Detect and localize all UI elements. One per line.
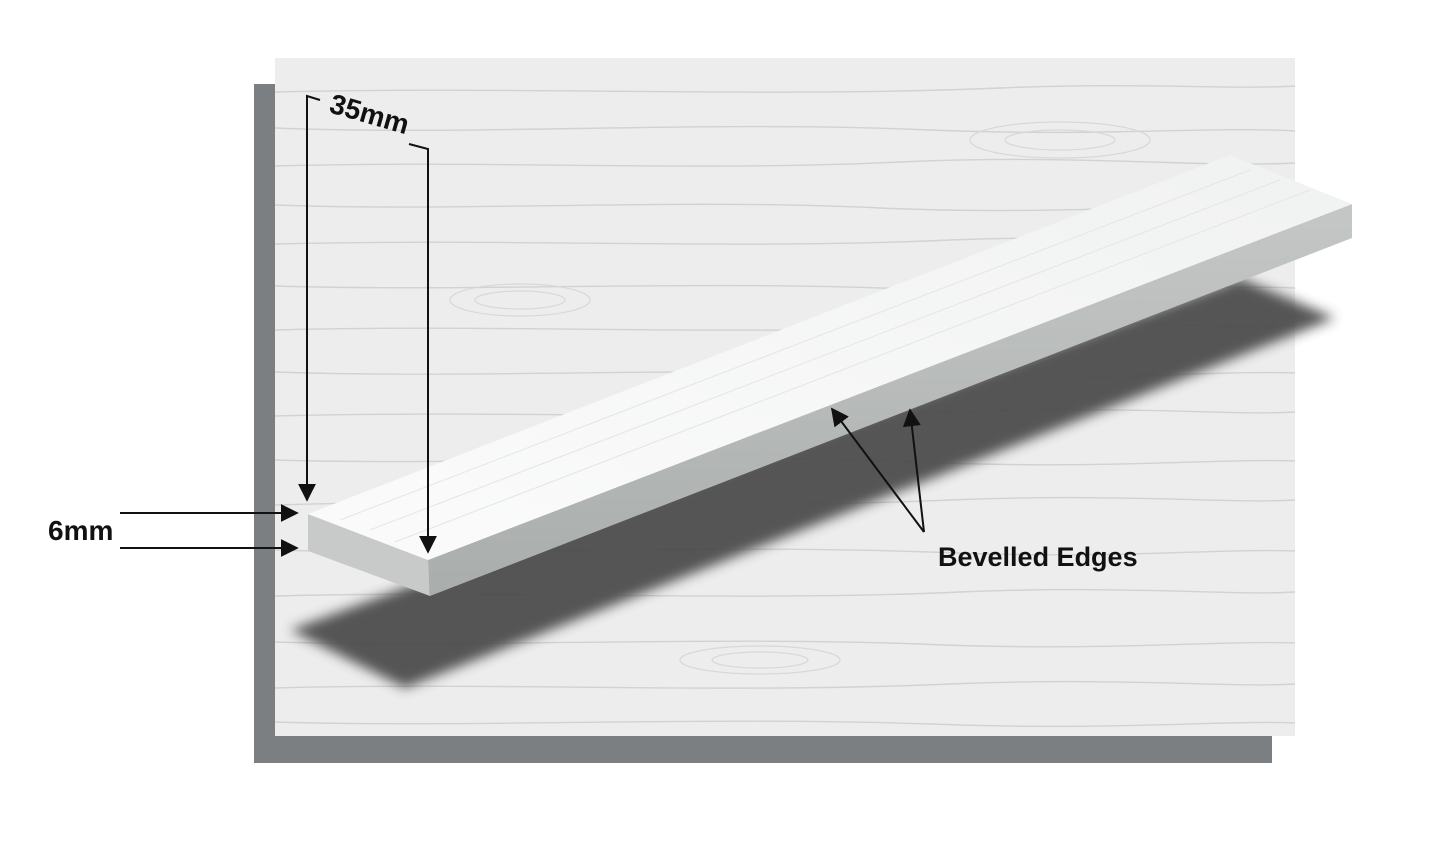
width-dimension: [298, 94, 437, 554]
board-end-face: [308, 514, 430, 596]
board-shadow: [290, 278, 1335, 688]
width-bracket-right: [408, 143, 437, 554]
bevel-arrow-1: [830, 407, 925, 533]
board-top-grain: [339, 169, 1311, 543]
thickness-dimension: [120, 504, 299, 557]
thickness-label: 6mm: [48, 515, 113, 546]
bevel-callout: [830, 407, 925, 533]
width-bracket-left: [298, 94, 321, 502]
bevel-arrow-2: [902, 408, 925, 533]
board-top-face: [308, 155, 1352, 560]
board-side-face: [428, 204, 1352, 596]
wood-grain-knots: [449, 121, 1151, 675]
bevel-label: Bevelled Edges: [938, 542, 1138, 572]
